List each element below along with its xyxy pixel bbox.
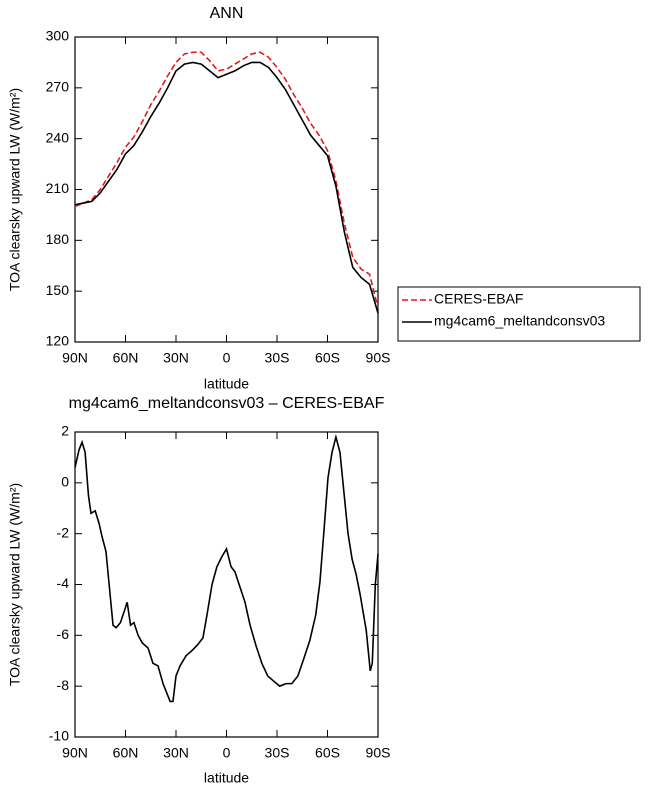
legend-label: CERES-EBAF — [434, 291, 523, 307]
y-axis-label: TOA clearsky upward LW (W/m²) — [7, 483, 23, 686]
chart-title: mg4cam6_meltandconsv03 – CERES-EBAF — [69, 395, 385, 412]
legend-label: mg4cam6_meltandconsv03 — [434, 313, 605, 329]
x-tick-label: 90N — [62, 350, 88, 366]
y-tick-label: 210 — [46, 180, 70, 196]
x-tick-label: 60N — [113, 745, 139, 761]
x-tick-label: 60N — [113, 350, 139, 366]
x-tick-label: 90S — [366, 350, 391, 366]
legend-box — [397, 286, 641, 342]
plot-frame — [74, 36, 379, 343]
x-tick-label: 60S — [315, 350, 340, 366]
y-tick-label: 240 — [46, 129, 70, 145]
x-axis-label: latitude — [204, 770, 249, 786]
y-tick-label: -6 — [57, 626, 70, 642]
y-axis-label: TOA clearsky upward LW (W/m²) — [7, 88, 23, 291]
x-tick-label: 30N — [163, 350, 189, 366]
y-tick-label: 300 — [46, 28, 70, 44]
plot-frame — [74, 431, 379, 738]
y-tick-label: 0 — [61, 474, 69, 490]
x-tick-label: 30S — [265, 745, 290, 761]
y-tick-label: -10 — [49, 728, 69, 744]
y-tick-label: 270 — [46, 79, 70, 95]
y-tick-label: 150 — [46, 282, 70, 298]
x-tick-label: 60S — [315, 745, 340, 761]
y-tick-label: 180 — [46, 231, 70, 247]
data-line — [74, 61, 379, 314]
x-tick-label: 90N — [62, 745, 88, 761]
y-tick-label: 120 — [46, 333, 70, 349]
y-tick-label: -8 — [57, 677, 70, 693]
x-tick-label: 0 — [223, 745, 231, 761]
y-tick-label: 2 — [61, 423, 69, 439]
data-line — [74, 433, 379, 703]
y-tick-label: -4 — [57, 575, 70, 591]
data-line — [74, 51, 379, 309]
chart-title: ANN — [210, 5, 244, 22]
x-tick-label: 90S — [366, 745, 391, 761]
x-axis-label: latitude — [204, 376, 249, 392]
x-tick-label: 30S — [265, 350, 290, 366]
x-tick-label: 30N — [163, 745, 189, 761]
y-tick-label: -2 — [57, 524, 70, 540]
x-tick-label: 0 — [223, 350, 231, 366]
